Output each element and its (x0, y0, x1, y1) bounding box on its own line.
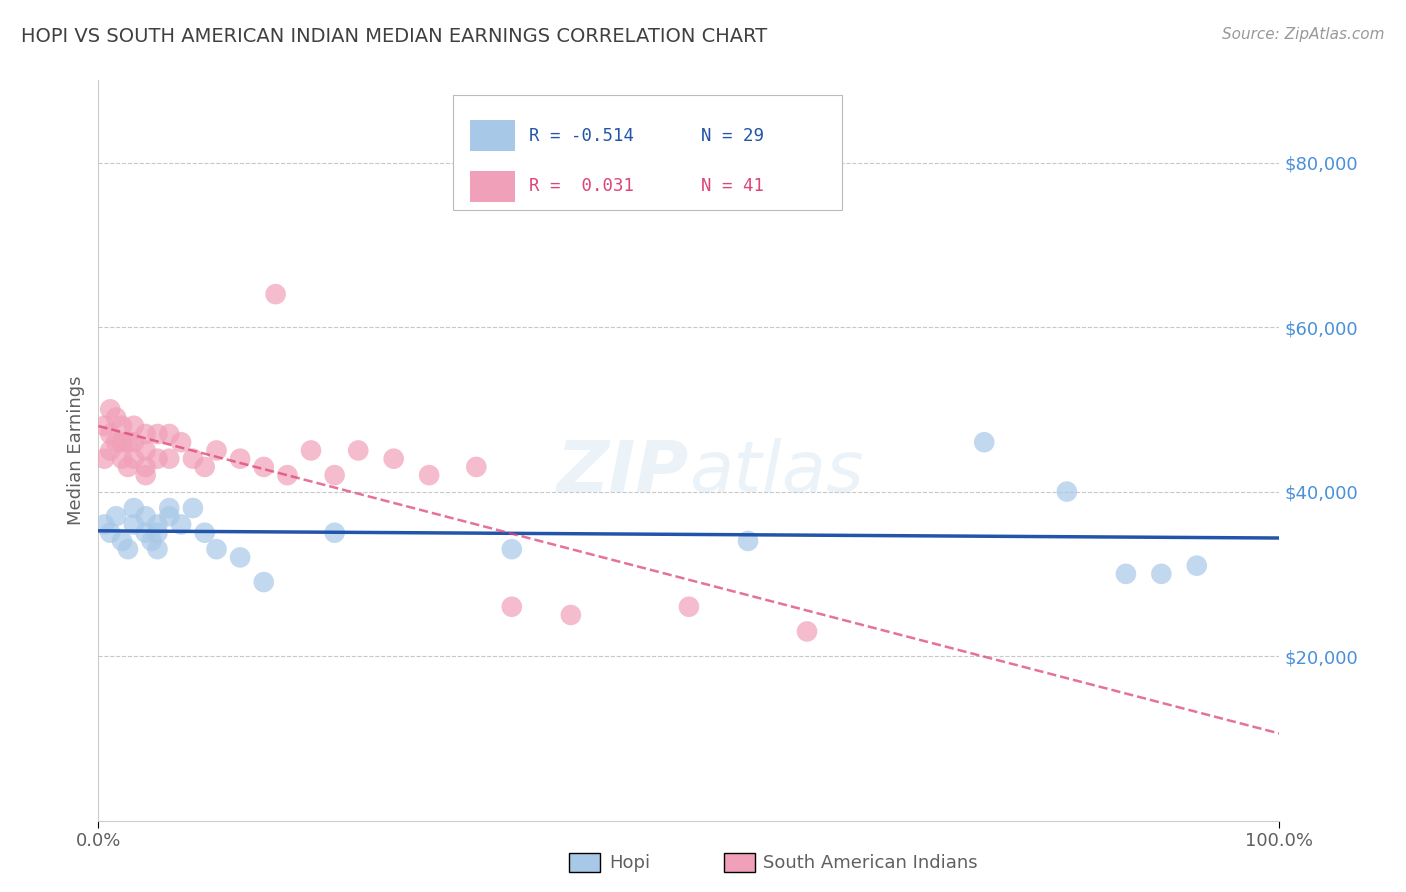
Point (276, 468, 298, 483)
Point (170, 517, 193, 532)
Point (146, 427, 169, 442)
Point (229, 550, 252, 565)
Point (122, 435, 145, 450)
Point (264, 287, 287, 301)
Point (157, 501, 180, 516)
Text: ZIP: ZIP (557, 438, 689, 508)
Point (299, 443, 322, 458)
Point (98, 525, 121, 540)
Point (205, 542, 228, 557)
Point (135, 525, 157, 540)
Point (135, 443, 157, 458)
Point (122, 517, 145, 532)
Point (737, 533, 759, 548)
Text: R = -0.514: R = -0.514 (530, 127, 634, 145)
Point (98, 427, 121, 442)
Point (146, 542, 169, 557)
Point (105, 410, 128, 425)
Point (157, 509, 180, 524)
Point (93, 451, 115, 466)
Point (205, 443, 228, 458)
Point (418, 468, 440, 483)
FancyBboxPatch shape (471, 170, 516, 202)
Point (323, 525, 346, 540)
Point (135, 459, 157, 474)
Point (1185, 558, 1208, 573)
FancyBboxPatch shape (453, 95, 842, 210)
Text: HOPI VS SOUTH AMERICAN INDIAN MEDIAN EARNINGS CORRELATION CHART: HOPI VS SOUTH AMERICAN INDIAN MEDIAN EAR… (21, 27, 768, 45)
Point (122, 451, 145, 466)
Text: atlas: atlas (689, 438, 863, 508)
Point (678, 599, 700, 614)
Point (973, 435, 995, 450)
Point (181, 501, 204, 516)
Point (93, 517, 115, 532)
Point (117, 542, 139, 557)
Point (157, 451, 180, 466)
Point (157, 427, 180, 442)
Point (560, 607, 582, 622)
Point (98, 402, 121, 417)
Point (98, 443, 121, 458)
Point (105, 509, 128, 524)
Point (796, 624, 818, 639)
Text: R =  0.031: R = 0.031 (530, 178, 634, 195)
Point (1056, 484, 1078, 499)
Point (229, 451, 252, 466)
Point (146, 517, 169, 532)
Y-axis label: Median Earnings: Median Earnings (66, 376, 84, 525)
Point (122, 501, 145, 516)
Point (93, 418, 115, 433)
Text: Source: ZipAtlas.com: Source: ZipAtlas.com (1222, 27, 1385, 42)
Point (146, 525, 169, 540)
Point (146, 451, 169, 466)
Point (1115, 566, 1137, 581)
Point (253, 575, 276, 590)
FancyBboxPatch shape (471, 120, 516, 152)
Point (323, 468, 346, 483)
Point (382, 451, 405, 466)
Point (135, 468, 157, 483)
Point (170, 435, 193, 450)
Point (117, 435, 139, 450)
Point (141, 533, 163, 548)
Point (194, 459, 217, 474)
Text: South American Indians: South American Indians (763, 854, 979, 871)
Point (122, 418, 145, 433)
Point (181, 451, 204, 466)
Point (111, 533, 134, 548)
Point (105, 435, 128, 450)
Point (194, 525, 217, 540)
Point (1150, 566, 1173, 581)
Point (253, 459, 276, 474)
Text: N = 41: N = 41 (700, 178, 763, 195)
Point (111, 451, 134, 466)
Point (111, 418, 134, 433)
Text: Hopi: Hopi (609, 854, 650, 871)
Point (135, 427, 157, 442)
Point (465, 459, 488, 474)
Point (111, 435, 134, 450)
Point (117, 459, 139, 474)
Point (135, 509, 157, 524)
Text: N = 29: N = 29 (700, 127, 763, 145)
Point (347, 443, 370, 458)
Point (501, 542, 523, 557)
Point (501, 599, 523, 614)
